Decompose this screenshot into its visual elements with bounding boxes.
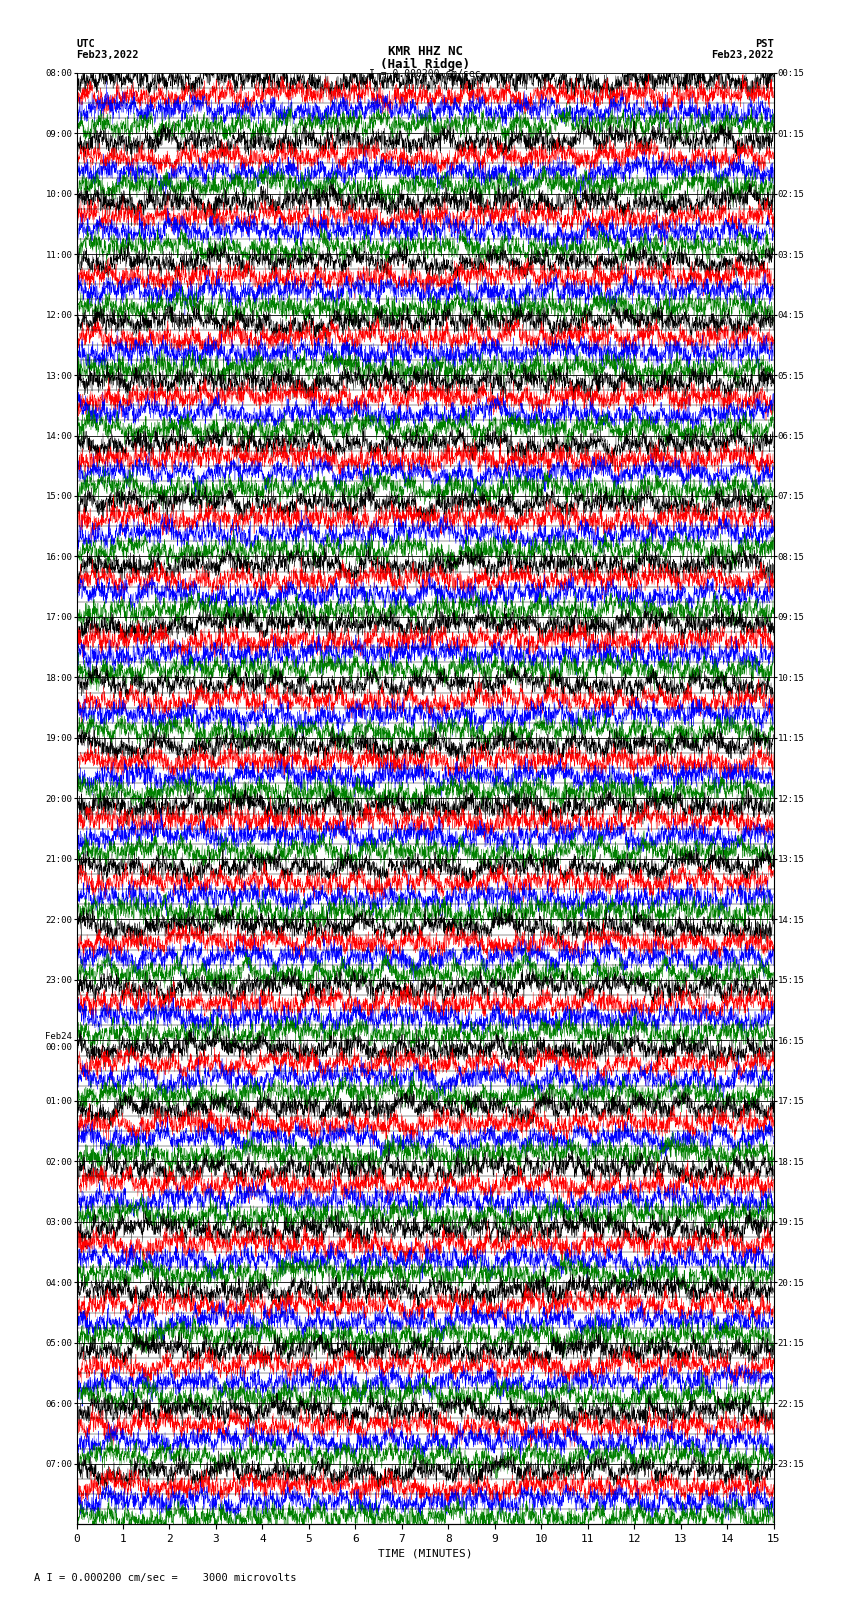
Text: Feb23,2022: Feb23,2022	[76, 50, 139, 60]
Text: PST: PST	[755, 39, 774, 48]
X-axis label: TIME (MINUTES): TIME (MINUTES)	[377, 1548, 473, 1558]
Text: I = 0.000200 cm/sec: I = 0.000200 cm/sec	[369, 69, 481, 79]
Text: A I = 0.000200 cm/sec =    3000 microvolts: A I = 0.000200 cm/sec = 3000 microvolts	[34, 1573, 297, 1582]
Text: UTC: UTC	[76, 39, 95, 48]
Text: Feb23,2022: Feb23,2022	[711, 50, 774, 60]
Text: KMR HHZ NC: KMR HHZ NC	[388, 45, 462, 58]
Text: (Hail Ridge): (Hail Ridge)	[380, 58, 470, 71]
